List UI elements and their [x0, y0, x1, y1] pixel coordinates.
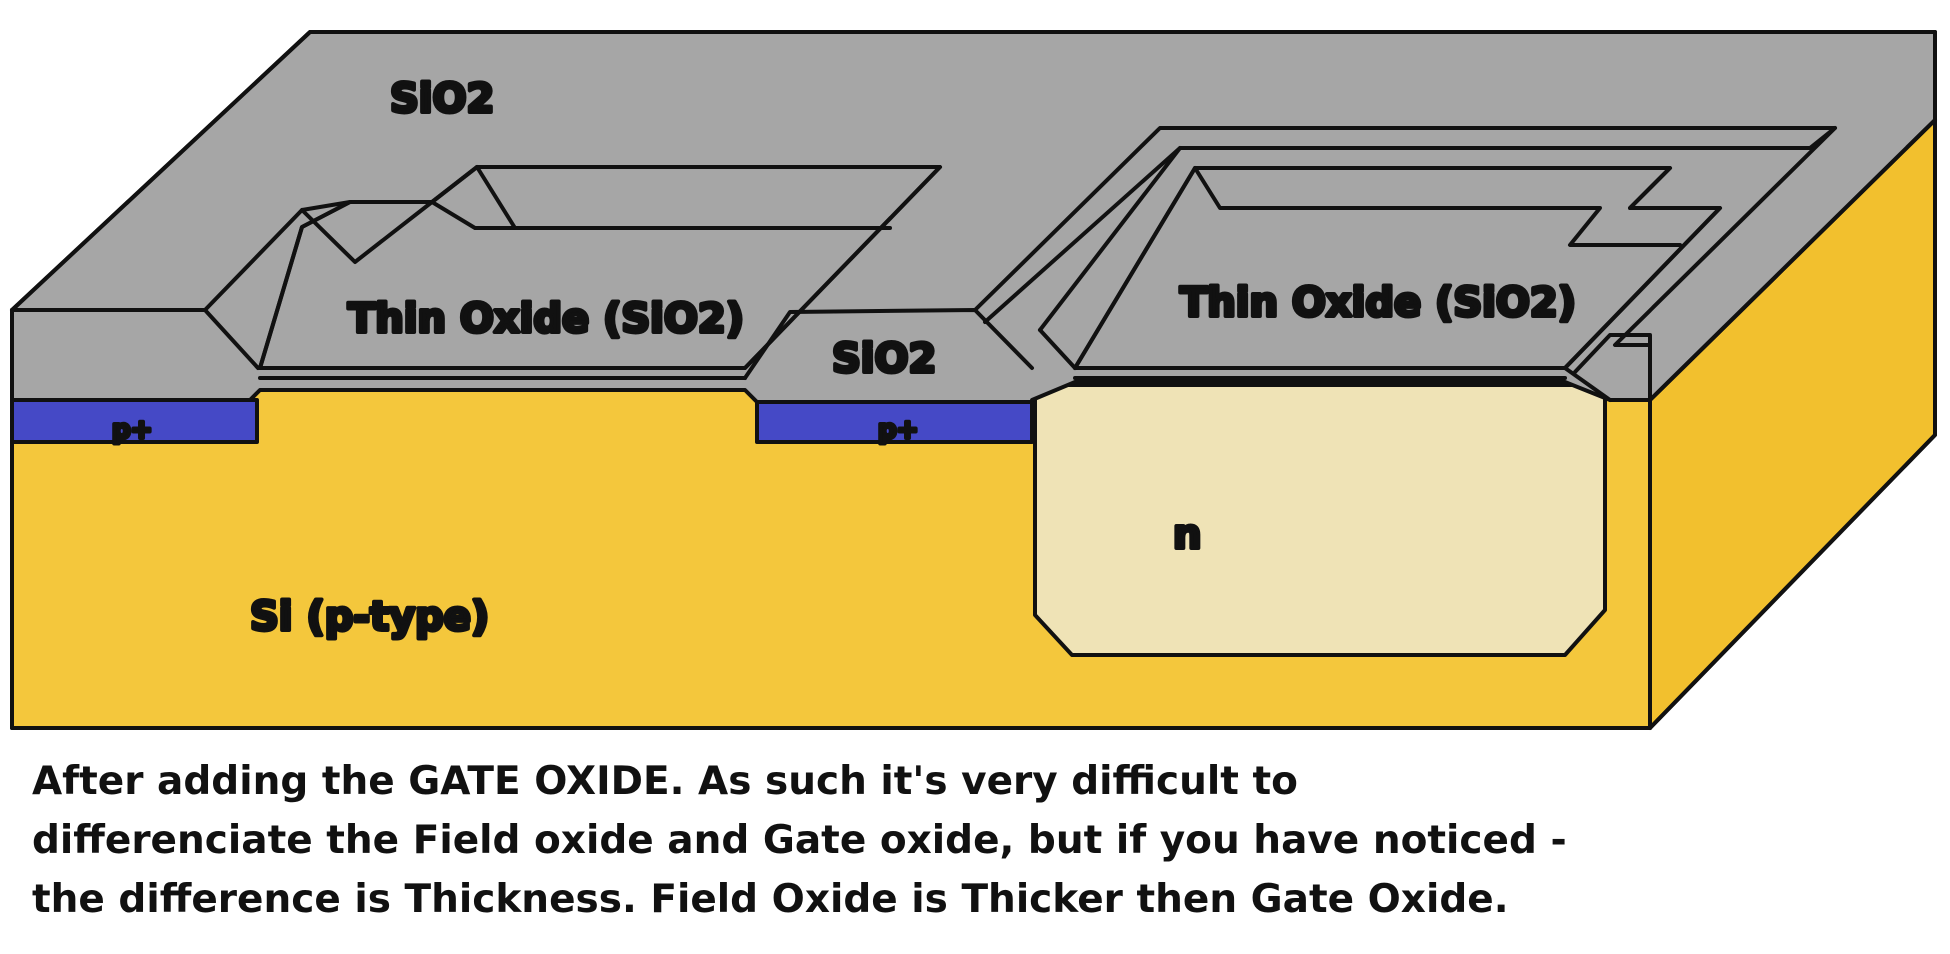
label-substrate: Si (p-type)	[250, 594, 489, 640]
right-window-outer-step-2	[983, 146, 1182, 324]
label-n-well: n	[1173, 512, 1201, 558]
caption-line: After adding the GATE OXIDE. As such it'…	[32, 759, 1298, 804]
right-window-inner-step	[1193, 166, 1682, 247]
diagram-caption: After adding the GATE OXIDE. As such it'…	[32, 752, 1892, 929]
p-plus-region-right	[755, 400, 1034, 444]
middle-oxide-bevel-right	[1563, 366, 1612, 402]
label-sio2-top: SiO2	[390, 76, 494, 122]
left-window-bevel-inner	[300, 165, 517, 264]
thin-oxide-left-edge	[258, 165, 942, 370]
label-thin-oxide-right: Thin Oxide (SiO2)	[1180, 280, 1576, 326]
label-p-plus-right: p+	[878, 415, 918, 445]
n-well-region	[1033, 383, 1607, 657]
oxide-side-edge	[1573, 333, 1652, 402]
label-thin-oxide-left: Thin Oxide (SiO2)	[348, 296, 744, 342]
label-p-plus-left: p+	[112, 415, 152, 445]
top-right-edge	[1648, 118, 1937, 402]
caption-line: differenciate the Field oxide and Gate o…	[32, 818, 1567, 863]
caption-line: the difference is Thickness. Field Oxide…	[32, 877, 1509, 922]
left-window-front-edge-2	[203, 308, 260, 370]
middle-oxide-bevel-left	[743, 308, 1034, 380]
right-window-right-bevel	[1613, 126, 1837, 347]
right-window-left-bevel	[1038, 328, 1077, 370]
label-sio2-middle: SiO2	[832, 336, 936, 382]
block-outline	[10, 30, 1937, 730]
